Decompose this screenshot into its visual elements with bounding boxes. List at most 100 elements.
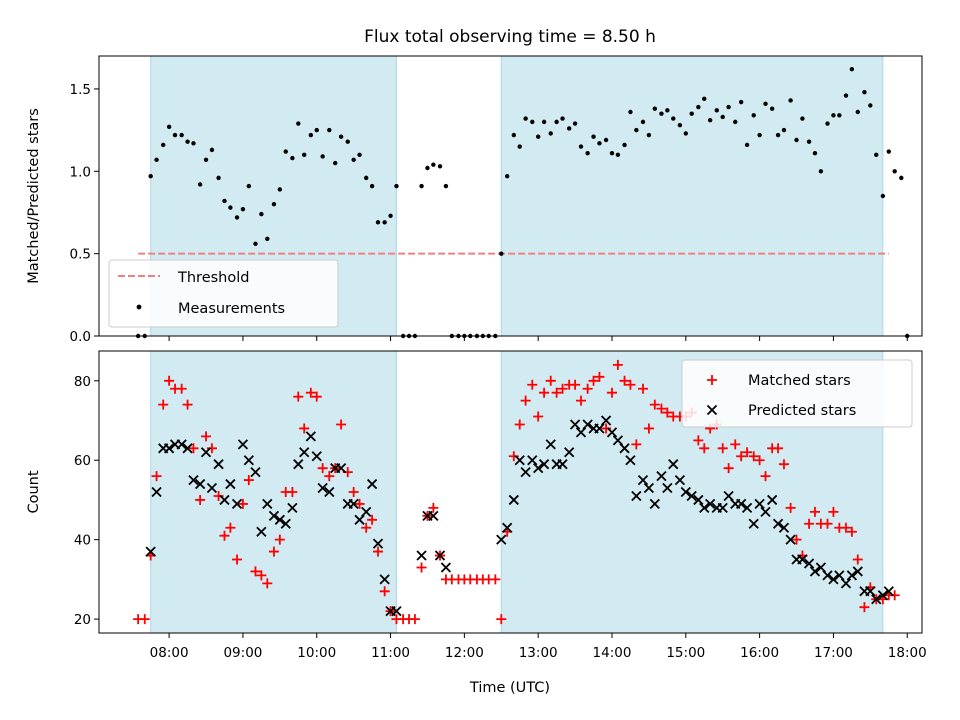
predicted-star-point: [428, 510, 439, 521]
predicted-star-point: [772, 518, 784, 529]
matched-star-point: [293, 391, 304, 402]
matched-star-point: [508, 451, 519, 462]
matched-star-point: [840, 522, 851, 533]
measurement-point: [837, 113, 842, 118]
measurement-point: [172, 132, 178, 138]
predicted-star-point: [803, 558, 815, 569]
matched-star-point: [514, 419, 525, 430]
predicted-star-point: [643, 482, 655, 494]
predicted-star-point: [440, 562, 452, 573]
predicted-star-point: [785, 534, 796, 545]
predicted-star-point: [206, 482, 218, 494]
predicted-star-point: [612, 435, 624, 446]
predicted-star-point: [194, 478, 206, 490]
matched-star-point: [736, 451, 747, 462]
matched-star-point: [317, 463, 328, 474]
measurement-point: [615, 152, 621, 158]
matched-star-point: [699, 443, 710, 454]
matched-star-point: [742, 447, 753, 458]
measurement-point: [788, 98, 793, 103]
measurement-point: [504, 174, 510, 179]
x-tick-label: 18:00: [888, 645, 927, 661]
predicted-star-point: [748, 518, 759, 529]
measurement-point: [806, 139, 812, 144]
measurement-point: [738, 99, 744, 105]
bottom-axes-frame: [98, 350, 923, 634]
matched-star-point: [176, 383, 187, 394]
bottom-y-axis-title: Count: [26, 470, 42, 513]
matched-star-point: [631, 439, 642, 450]
matched-star-point: [232, 554, 243, 565]
matched-star-point: [557, 383, 568, 394]
predicted-star-point: [883, 586, 894, 597]
axes-frame: [98, 350, 923, 634]
matched-star-point: [533, 411, 544, 422]
matched-star-point: [206, 443, 217, 454]
predicted-star-point: [822, 570, 833, 581]
measurement-point: [849, 66, 855, 72]
predicted-star-point: [243, 455, 254, 466]
matched-star-point: [496, 614, 507, 625]
matched-star-point: [601, 423, 612, 434]
measurement-point: [696, 104, 701, 110]
measurement-point: [634, 127, 639, 133]
matched-star-point: [490, 574, 501, 585]
predicted-star-point: [348, 498, 359, 510]
measurement-point: [290, 155, 295, 161]
measurement-point: [609, 150, 615, 156]
matched-star-point: [594, 371, 605, 382]
measurement-point: [855, 109, 860, 115]
measurement-point: [216, 175, 221, 181]
matched-star-point: [373, 546, 384, 557]
measurement-point: [640, 119, 646, 125]
predicted-star-point: [514, 455, 525, 466]
measurement-point: [781, 127, 787, 133]
measurement-point: [825, 121, 830, 126]
top-y-axis-title: Matched/Predicted stars: [26, 108, 42, 284]
measurement-point: [234, 215, 240, 220]
predicted-star-point: [693, 494, 704, 506]
matched-star-point: [822, 518, 833, 529]
legend-predicted-label: Predicted stars: [748, 403, 856, 419]
measurement-point: [744, 142, 750, 148]
ratio-panel: 0.0 0.5 1.0 1.5 Matched/Predicted stars Thr…: [26, 55, 923, 345]
legend-measurement-swatch: [136, 304, 142, 310]
observing-window-1: [500, 55, 884, 337]
measurement-point: [578, 144, 584, 149]
measurement-point: [283, 149, 288, 154]
bottom-legend: Matched stars Predicted stars: [681, 359, 913, 428]
measurement-point: [862, 90, 867, 95]
measurement-point: [197, 182, 203, 187]
measurement-point: [332, 160, 338, 166]
predicted-star-point: [582, 419, 593, 430]
matched-star-point: [625, 379, 636, 390]
x-tick-label: 12:00: [445, 645, 484, 661]
matched-star-point: [791, 534, 802, 545]
predicted-star-point: [176, 439, 187, 450]
predicted-star-point: [280, 518, 291, 529]
predicted-star-point: [268, 510, 280, 521]
predicted-star-point: [600, 415, 612, 426]
matched-star-point: [164, 375, 175, 386]
x-tick-label: 13:00: [519, 645, 558, 661]
measurement-points: [135, 66, 910, 339]
x-tick-label: 17:00: [814, 645, 853, 661]
predicted-star-point: [502, 522, 513, 533]
matched-star-point: [243, 475, 254, 486]
predicted-star-point: [366, 478, 378, 490]
predicted-star-point: [754, 498, 765, 510]
count-panel: 20 40 60 80 08:00 09:00 10:00 11:00 12:00 13:00 1…: [26, 350, 927, 661]
predicted-star-point: [324, 486, 335, 498]
measurement-point: [707, 118, 713, 123]
measurement-point: [511, 132, 517, 138]
y-tick-label: 0.0: [70, 329, 91, 345]
matched-star-point: [336, 419, 347, 430]
matched-star-point: [268, 546, 279, 557]
measurement-point: [868, 103, 873, 108]
predicted-star-point: [274, 514, 285, 525]
measurement-point: [886, 149, 891, 154]
y-tick-label: 1.0: [70, 164, 91, 180]
matched-star-point: [354, 498, 365, 509]
matched-star-point: [889, 590, 900, 601]
matched-star-point: [274, 534, 285, 545]
